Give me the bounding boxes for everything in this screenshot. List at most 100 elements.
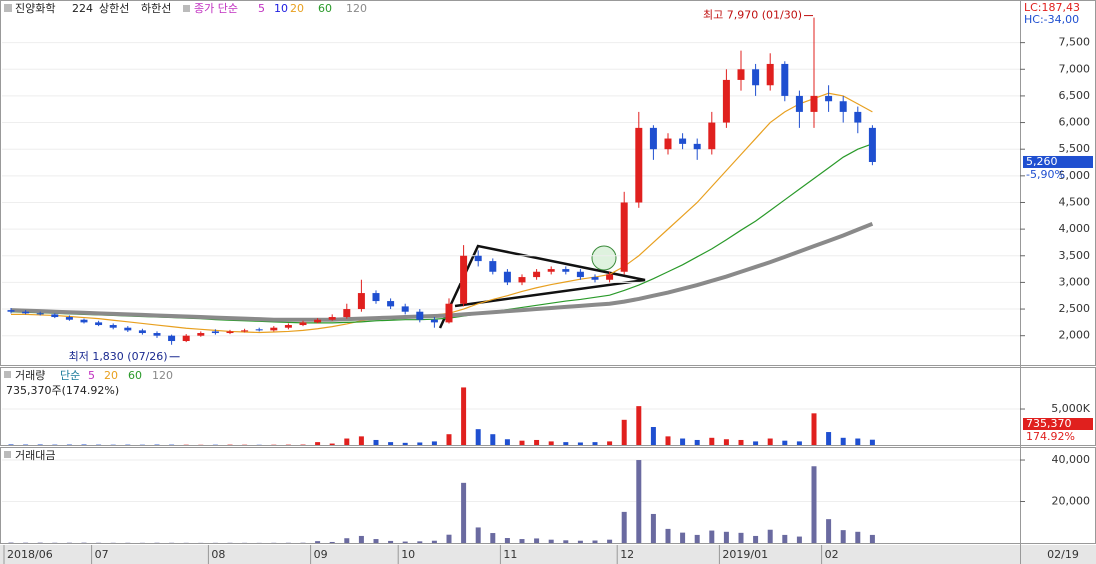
bar <box>548 539 554 543</box>
candle-body <box>314 319 322 323</box>
candle-body <box>284 325 292 328</box>
bar <box>490 434 496 445</box>
triangle-drawing <box>438 244 646 329</box>
bar <box>607 441 613 445</box>
candle-body <box>270 327 278 331</box>
bar <box>548 441 554 445</box>
candle-body <box>416 311 424 320</box>
candle-body <box>124 327 132 331</box>
bar <box>855 438 861 445</box>
bar <box>782 534 788 543</box>
bar <box>519 539 525 543</box>
y-tick-label: 3,000 <box>1059 275 1091 288</box>
icon <box>4 451 11 458</box>
candle-body <box>241 330 249 332</box>
bar <box>840 437 846 445</box>
y-tick-label: 4,000 <box>1059 222 1091 235</box>
candle-body <box>562 269 570 272</box>
candle-body <box>708 122 716 150</box>
bar <box>811 413 817 445</box>
x-tick-label: 12 <box>620 548 634 561</box>
stock-name: 진양화학 <box>15 2 55 15</box>
x-tick-label: 2019/01 <box>722 548 768 561</box>
bar <box>344 438 350 445</box>
legend-entry: 5 <box>88 369 95 382</box>
candle-body <box>781 63 789 96</box>
bar <box>577 540 583 543</box>
y-tick-label: 20,000 <box>1052 495 1091 508</box>
candle-body <box>737 69 745 80</box>
bar <box>461 387 467 445</box>
bar <box>665 436 671 445</box>
bar <box>358 535 364 543</box>
candle-body <box>138 330 146 334</box>
bar <box>475 527 481 543</box>
last-volume-label: 735,370 <box>1026 417 1072 430</box>
candle-body <box>343 309 351 318</box>
y-tick-label: 4,500 <box>1059 195 1091 208</box>
bar <box>636 406 642 445</box>
candle-body <box>65 317 73 320</box>
last-price-box <box>1023 155 1093 168</box>
candle-body <box>7 310 15 312</box>
x-tick-label: 02 <box>825 548 839 561</box>
candle-body <box>518 277 526 283</box>
x-tick-label: 10 <box>401 548 415 561</box>
bar <box>446 534 452 543</box>
bar <box>592 442 598 445</box>
panel-title: 거래량 <box>15 369 45 382</box>
candle-body <box>752 69 760 86</box>
bar <box>475 429 481 445</box>
bar <box>504 439 510 445</box>
icon <box>4 4 12 12</box>
legend-entry: 10 <box>274 2 288 15</box>
bar <box>621 511 627 543</box>
bar <box>796 536 802 543</box>
legend-entry: 20 <box>104 369 118 382</box>
bar <box>796 441 802 445</box>
candle-body <box>664 138 672 150</box>
bar <box>869 439 875 445</box>
bar <box>373 439 379 445</box>
candle-body <box>825 95 833 102</box>
candle-body <box>153 333 161 336</box>
bar <box>723 531 729 543</box>
bar <box>709 530 715 543</box>
bar <box>373 539 379 543</box>
bar <box>344 538 350 543</box>
bar <box>607 539 613 543</box>
candle-body <box>810 95 818 112</box>
bar <box>738 532 744 543</box>
candle-body <box>182 335 190 342</box>
bar <box>577 442 583 445</box>
candle-body <box>649 127 657 150</box>
icon <box>183 5 190 12</box>
bar <box>329 541 335 543</box>
change-label: -5,90% <box>1026 168 1065 181</box>
bar <box>650 513 656 543</box>
bar <box>519 440 525 445</box>
candle-body <box>36 313 44 315</box>
bar <box>431 441 437 445</box>
upper-band: 상한선 <box>99 2 129 15</box>
candle-body <box>722 79 730 123</box>
bar <box>329 443 335 445</box>
candle-body <box>445 303 453 323</box>
bar <box>461 482 467 543</box>
bar <box>563 442 569 445</box>
volume-panel <box>0 367 1096 446</box>
bar <box>709 437 715 445</box>
bar <box>490 533 496 543</box>
candle-body <box>868 127 876 162</box>
low-annotation: 최저 1,830 (07/26) <box>69 350 168 363</box>
bar <box>753 535 759 543</box>
bar <box>694 439 700 445</box>
x-tick-label: 09 <box>314 548 328 561</box>
candle-body <box>109 325 117 328</box>
bar <box>417 541 423 543</box>
candle-body <box>357 293 365 310</box>
candle-body <box>168 335 176 342</box>
bar <box>315 541 321 543</box>
y-tick-label: 2,000 <box>1059 329 1091 342</box>
